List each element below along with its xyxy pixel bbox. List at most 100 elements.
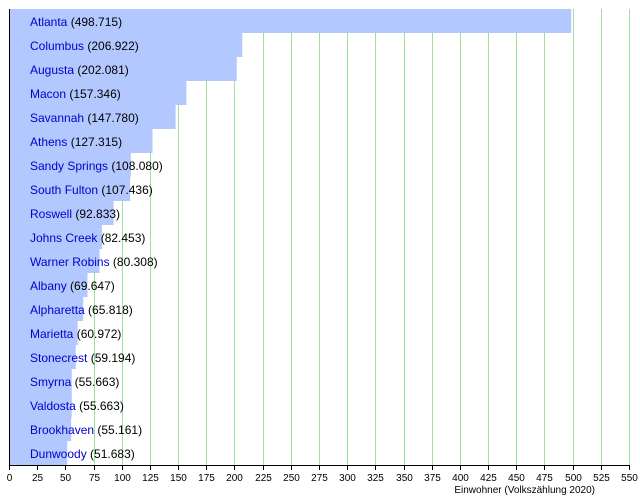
bar-label: Dunwoody (51.683) — [30, 447, 135, 461]
bar-albany — [9, 273, 88, 297]
x-tick-label: 450 — [508, 473, 525, 484]
bar-label: Savannah (147.780) — [30, 111, 139, 125]
x-tick-label: 300 — [339, 473, 356, 484]
bar-alpharetta — [9, 297, 84, 321]
bar-smyrna — [9, 369, 72, 393]
bar-label: Augusta (202.081) — [30, 63, 129, 77]
bar-johns-creek — [9, 225, 102, 249]
bar-label: Brookhaven (55.161) — [30, 423, 142, 437]
x-axis-title: Einwohner (Volkszählung 2020) — [454, 485, 595, 496]
bar-label: Sandy Springs (108.080) — [30, 159, 163, 173]
city-name[interactable]: Alpharetta — [30, 303, 85, 317]
x-tick-label: 125 — [142, 473, 159, 484]
population-value: (107.436) — [98, 183, 153, 197]
bar-dunwoody — [9, 441, 68, 465]
x-tick-label: 200 — [226, 473, 243, 484]
x-tick-label: 375 — [424, 473, 441, 484]
bar-brookhaven — [9, 417, 72, 441]
bar-labels: Atlanta (498.715) Columbus (206.922) Augus… — [30, 15, 163, 461]
city-name[interactable]: Macon — [30, 87, 66, 101]
bar-label: South Fulton (107.436) — [30, 183, 153, 197]
population-value: (108.080) — [108, 159, 163, 173]
bar-stonecrest — [9, 345, 76, 369]
bar-columbus — [9, 33, 243, 57]
population-value: (59.194) — [87, 351, 135, 365]
bar-label: Albany (69.647) — [30, 279, 115, 293]
bar-label: Warner Robins (80.308) — [30, 255, 158, 269]
city-name[interactable]: Columbus — [30, 39, 84, 53]
x-tick-label: 175 — [198, 473, 215, 484]
x-tick-label: 325 — [367, 473, 384, 484]
population-value: (80.308) — [110, 255, 158, 269]
city-name[interactable]: South Fulton — [30, 183, 98, 197]
x-tick-label: 350 — [396, 473, 413, 484]
bar-sandy-springs — [9, 153, 131, 177]
city-name[interactable]: Johns Creek — [30, 231, 98, 245]
bar-label: Valdosta (55.663) — [30, 399, 124, 413]
population-value: (206.922) — [84, 39, 139, 53]
bars — [9, 9, 572, 465]
population-value: (82.453) — [97, 231, 145, 245]
city-name[interactable]: Dunwoody — [30, 447, 87, 461]
bar-macon — [9, 81, 187, 105]
city-name[interactable]: Marietta — [30, 327, 74, 341]
city-name[interactable]: Smyrna — [30, 375, 72, 389]
city-name[interactable]: Albany — [30, 279, 67, 293]
bar-label: Atlanta (498.715) — [30, 15, 122, 29]
population-value: (127.315) — [67, 135, 122, 149]
bar-label: Alpharetta (65.818) — [30, 303, 133, 317]
x-tick-label: 100 — [114, 473, 131, 484]
city-name[interactable]: Roswell — [30, 207, 72, 221]
x-tick-label: 425 — [480, 473, 497, 484]
bar-south-fulton — [9, 177, 131, 201]
city-name[interactable]: Atlanta — [30, 15, 68, 29]
population-value: (55.161) — [94, 423, 142, 437]
bar-savannah — [9, 105, 176, 129]
city-name[interactable]: Augusta — [30, 63, 74, 77]
bar-warner-robins — [9, 249, 100, 273]
population-value: (147.780) — [84, 111, 139, 125]
bar-athens — [9, 129, 153, 153]
bar-label: Macon (157.346) — [30, 87, 121, 101]
population-value: (498.715) — [67, 15, 122, 29]
bar-marietta — [9, 321, 78, 345]
bar-label: Johns Creek (82.453) — [30, 231, 145, 245]
x-tick-label: 550 — [621, 473, 638, 484]
x-tick-label: 500 — [565, 473, 582, 484]
x-tick-label: 475 — [536, 473, 553, 484]
city-name[interactable]: Brookhaven — [30, 423, 94, 437]
population-value: (65.818) — [85, 303, 133, 317]
bar-label: Columbus (206.922) — [30, 39, 139, 53]
bar-valdosta — [9, 393, 72, 417]
population-value: (202.081) — [74, 63, 129, 77]
population-value: (157.346) — [66, 87, 121, 101]
x-tick-label: 225 — [255, 473, 272, 484]
city-name[interactable]: Stonecrest — [30, 351, 88, 365]
bar-label: Athens (127.315) — [30, 135, 122, 149]
city-name[interactable]: Sandy Springs — [30, 159, 108, 173]
x-tick-label: 275 — [311, 473, 328, 484]
population-value: (92.833) — [72, 207, 120, 221]
x-tick-label: 400 — [452, 473, 469, 484]
x-tick-label: 0 — [7, 473, 13, 484]
city-name[interactable]: Savannah — [30, 111, 84, 125]
bar-label: Smyrna (55.663) — [30, 375, 119, 389]
x-tick-label: 250 — [283, 473, 300, 484]
population-value: (51.683) — [87, 447, 135, 461]
x-tick-label: 75 — [89, 473, 101, 484]
x-axis: 0 25 50 75 100 125 150 175 200 225 250 275 300 325 350… — [7, 9, 638, 484]
bar-atlanta — [9, 9, 572, 33]
population-value: (69.647) — [67, 279, 115, 293]
population-value: (55.663) — [76, 399, 124, 413]
population-value: (60.972) — [73, 327, 121, 341]
x-tick-label: 150 — [170, 473, 187, 484]
city-name[interactable]: Warner Robins — [30, 255, 110, 269]
bar-label: Stonecrest (59.194) — [30, 351, 135, 365]
x-tick-label: 50 — [60, 473, 72, 484]
city-name[interactable]: Athens — [30, 135, 67, 149]
x-tick-label: 25 — [32, 473, 44, 484]
bar-label: Roswell (92.833) — [30, 207, 120, 221]
city-name[interactable]: Valdosta — [30, 399, 76, 413]
bar-augusta — [9, 57, 237, 81]
bar-roswell — [9, 201, 114, 225]
